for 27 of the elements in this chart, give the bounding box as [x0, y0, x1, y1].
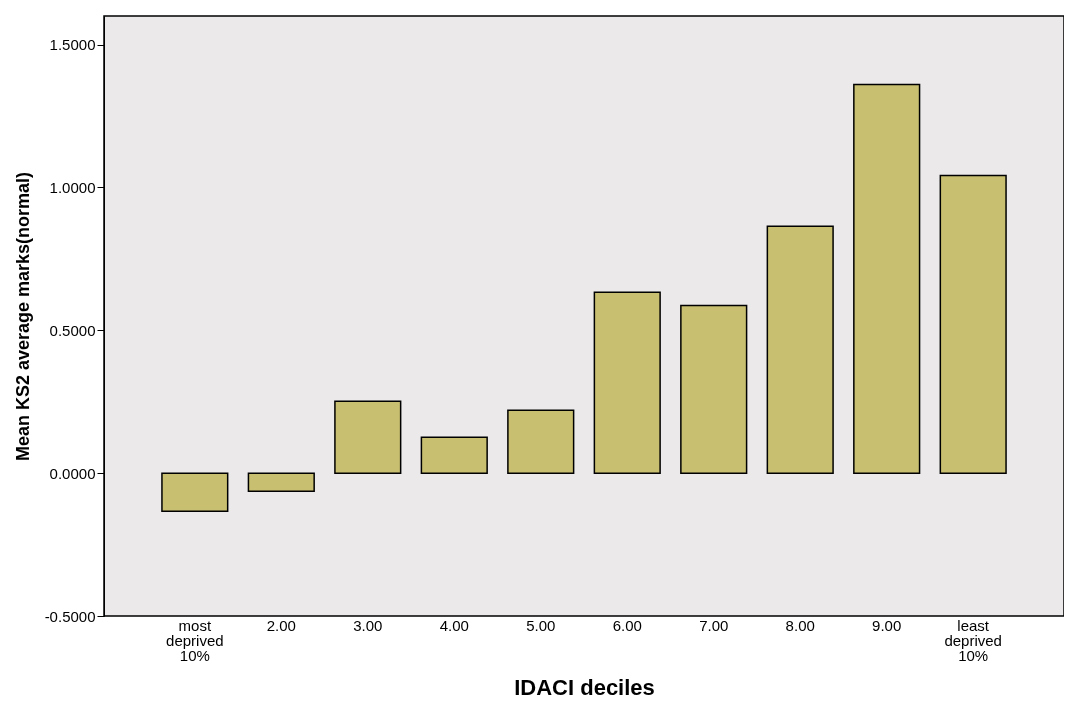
- x-tick-label: 3.00: [353, 616, 383, 634]
- bar: [161, 472, 229, 512]
- x-tick-label: 6.00: [612, 616, 642, 634]
- y-tick-label: -0.5000: [44, 607, 96, 625]
- bar: [680, 304, 748, 474]
- bar: [420, 436, 488, 474]
- y-tick-label: 0.0000: [49, 464, 96, 482]
- x-tick-label: 5.00: [526, 616, 556, 634]
- x-tick-label: most deprived 10%: [166, 616, 224, 664]
- y-tick-label: 0.5000: [49, 321, 96, 339]
- x-axis-title: IDACI deciles: [514, 674, 655, 700]
- bar: [939, 174, 1007, 474]
- bar: [593, 291, 661, 474]
- x-tick-label: 7.00: [699, 616, 729, 634]
- bar: [247, 472, 315, 492]
- bar: [334, 400, 402, 474]
- x-tick-label: 9.00: [872, 616, 902, 634]
- x-tick-label: 4.00: [439, 616, 469, 634]
- y-axis-title: Mean KS2 average marks(normal): [12, 171, 33, 462]
- bar: [853, 83, 921, 474]
- y-tick-label: 1.0000: [49, 178, 96, 196]
- x-tick-label: 8.00: [785, 616, 815, 634]
- bar: [507, 409, 575, 474]
- x-tick-label: least deprived 10%: [944, 616, 1002, 664]
- x-tick-label: 2.00: [266, 616, 296, 634]
- bar: [766, 225, 834, 474]
- y-tick-label: 1.5000: [49, 36, 96, 54]
